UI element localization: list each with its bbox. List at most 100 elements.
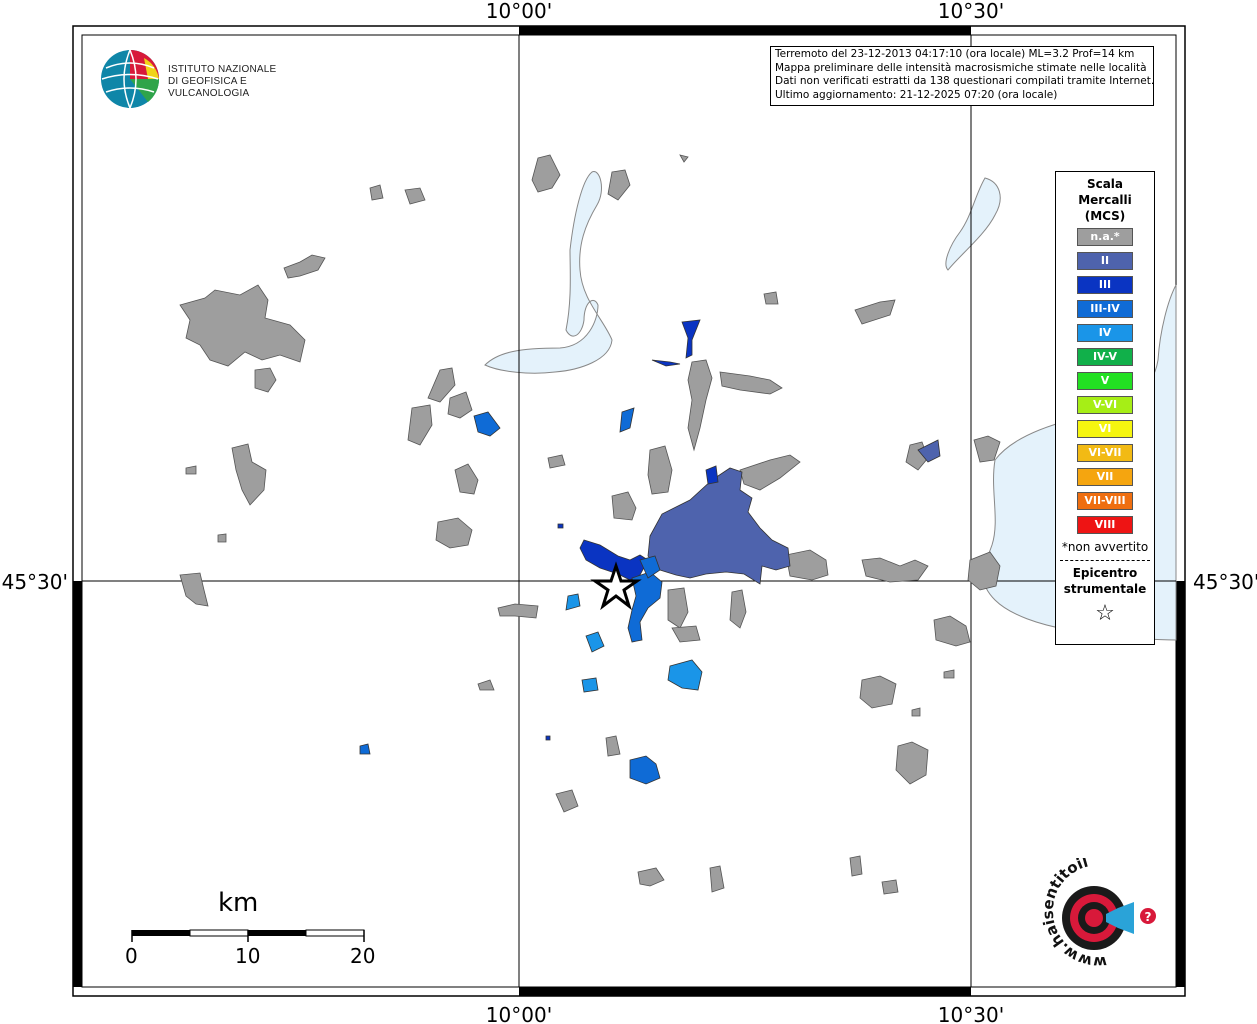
municipality-area bbox=[647, 445, 673, 495]
municipality-area bbox=[404, 187, 426, 205]
municipality-area bbox=[179, 284, 306, 367]
frame-bar-bottom bbox=[519, 987, 971, 996]
municipality-intensity-iii bbox=[651, 359, 681, 367]
legend-item: VIII bbox=[1077, 516, 1133, 534]
lake-iseo bbox=[484, 171, 613, 374]
legend-item: VI-VII bbox=[1077, 444, 1133, 462]
municipality-area bbox=[435, 517, 473, 549]
epicenter-star-icon bbox=[590, 561, 642, 611]
legend-item: VI bbox=[1077, 420, 1133, 438]
municipality-intensity-iii-iv bbox=[359, 743, 371, 755]
legend-title-line1: Scala bbox=[1086, 177, 1124, 191]
municipalities-na bbox=[179, 154, 1001, 895]
legend-item: III-IV bbox=[1077, 300, 1133, 318]
lat-label-left: 45°30' bbox=[2, 570, 68, 594]
legend-separator bbox=[1060, 560, 1150, 561]
lon-label-bottom-2: 10°30' bbox=[938, 1003, 1004, 1024]
municipality-area bbox=[605, 735, 621, 757]
legend-item: V bbox=[1077, 372, 1133, 390]
municipality-area bbox=[555, 789, 579, 813]
municipality-area bbox=[739, 454, 801, 491]
municipality-intensity-iii-iv bbox=[619, 407, 635, 433]
legend-title-line2: Mercalli bbox=[1078, 193, 1132, 207]
ingv-name-line2: DI GEOFISICA E VULCANOLOGIA bbox=[168, 76, 250, 99]
lon-label-bottom-1: 10°00' bbox=[486, 1003, 552, 1024]
municipality-area bbox=[859, 675, 897, 709]
municipality-area bbox=[477, 679, 495, 691]
municipality-area bbox=[497, 603, 539, 619]
legend-note: *non avvertito bbox=[1061, 540, 1149, 554]
municipality-area bbox=[407, 404, 433, 446]
legend-item: IV-V bbox=[1077, 348, 1133, 366]
lon-label-top-1: 10°00' bbox=[486, 0, 552, 23]
municipality-area bbox=[679, 154, 689, 163]
legend-epicenter-label: Epicentro strumentale bbox=[1056, 565, 1154, 597]
ingv-globe-icon bbox=[101, 49, 160, 109]
scale-tick-20: 20 bbox=[350, 944, 376, 968]
municipality-area bbox=[973, 435, 1001, 463]
legend-item: V-VI bbox=[1077, 396, 1133, 414]
municipality-area bbox=[231, 443, 267, 506]
municipality-intensity-iv bbox=[585, 631, 605, 653]
municipality-area bbox=[687, 359, 713, 452]
municipality-area bbox=[454, 463, 479, 495]
scale-tick-0: 0 bbox=[125, 944, 138, 968]
municipality-intensity-iv bbox=[667, 659, 703, 691]
legend-epicenter-line2: strumentale bbox=[1063, 582, 1147, 596]
municipality-area bbox=[881, 879, 899, 895]
municipality-area bbox=[611, 491, 637, 521]
ingv-name-line1: ISTITUTO NAZIONALE bbox=[168, 64, 277, 75]
legend-item: II bbox=[1077, 252, 1133, 270]
legend-item: IV bbox=[1077, 324, 1133, 342]
municipalities-felt bbox=[359, 319, 941, 785]
legend-star-icon: ☆ bbox=[1095, 601, 1115, 626]
municipality-intensity-iii-iv bbox=[639, 555, 661, 579]
municipality-intensity-iii bbox=[681, 319, 701, 359]
municipality-intensity-iii bbox=[705, 465, 719, 485]
mcs-legend: Scala Mercalli (MCS) n.a.* II III III-IV IV I… bbox=[1055, 171, 1155, 645]
lake-idro bbox=[945, 177, 1001, 271]
legend-item: VII-VIII bbox=[1077, 492, 1133, 510]
lon-label-top-2: 10°30' bbox=[938, 0, 1004, 23]
scale-bar: km 0 10 20 bbox=[120, 888, 390, 968]
municipality-area bbox=[671, 625, 701, 643]
event-info-line4: Ultimo aggiornamento: 21-12-2025 07:20 (… bbox=[775, 88, 1058, 101]
legend-items: n.a.* II III III-IV IV IV-V V V-VI VI VI-VII VII VI… bbox=[1056, 228, 1154, 534]
municipality-intensity-iii-iv bbox=[629, 755, 661, 785]
municipality-area bbox=[185, 465, 197, 475]
municipality-area bbox=[607, 169, 631, 201]
lat-label-right: 45°30' bbox=[1193, 570, 1257, 594]
haisentito-question: ? bbox=[1145, 910, 1152, 924]
legend-epicenter-line1: Epicentro bbox=[1072, 566, 1138, 580]
ingv-logo: ISTITUTO NAZIONALE DI GEOFISICA E VULCAN… bbox=[100, 48, 320, 110]
municipality-area bbox=[709, 865, 725, 893]
municipality-area bbox=[217, 533, 227, 543]
municipality-area bbox=[667, 587, 689, 629]
haisentito-logo: ? www.haisentitoilterremoto.it bbox=[1010, 852, 1166, 996]
municipality-area bbox=[933, 615, 971, 647]
municipality-intensity-iv bbox=[581, 677, 599, 693]
legend-title-line3: (MCS) bbox=[1084, 209, 1126, 223]
municipality-intensity-iii bbox=[557, 523, 564, 529]
municipality-intensity-iv bbox=[565, 593, 581, 611]
event-info-line1: Terremoto del 23-12-2013 04:17:10 (ora l… bbox=[775, 48, 1135, 60]
event-info-line2: Mappa preliminare delle intensità macros… bbox=[775, 61, 1147, 74]
municipality-area bbox=[637, 867, 665, 887]
municipality-area bbox=[719, 371, 783, 395]
municipality-intensity-iii-iv bbox=[627, 571, 663, 643]
municipality-area bbox=[547, 454, 566, 469]
municipality-area bbox=[911, 707, 921, 717]
frame-bar-right bbox=[1176, 581, 1185, 987]
legend-item: VII bbox=[1077, 468, 1133, 486]
legend-item: III bbox=[1077, 276, 1133, 294]
frame-bar-top bbox=[519, 26, 971, 35]
ingv-name: ISTITUTO NAZIONALE DI GEOFISICA E VULCAN… bbox=[168, 64, 320, 100]
municipality-intensity-ii bbox=[917, 439, 941, 463]
municipality-area bbox=[785, 549, 829, 581]
legend-title: Scala Mercalli (MCS) bbox=[1056, 176, 1154, 224]
municipality-area bbox=[283, 254, 326, 279]
scale-tick-10: 10 bbox=[235, 944, 261, 968]
municipality-intensity-iii-iv bbox=[473, 411, 501, 437]
legend-item: n.a.* bbox=[1077, 228, 1133, 246]
municipality-area bbox=[895, 741, 929, 785]
